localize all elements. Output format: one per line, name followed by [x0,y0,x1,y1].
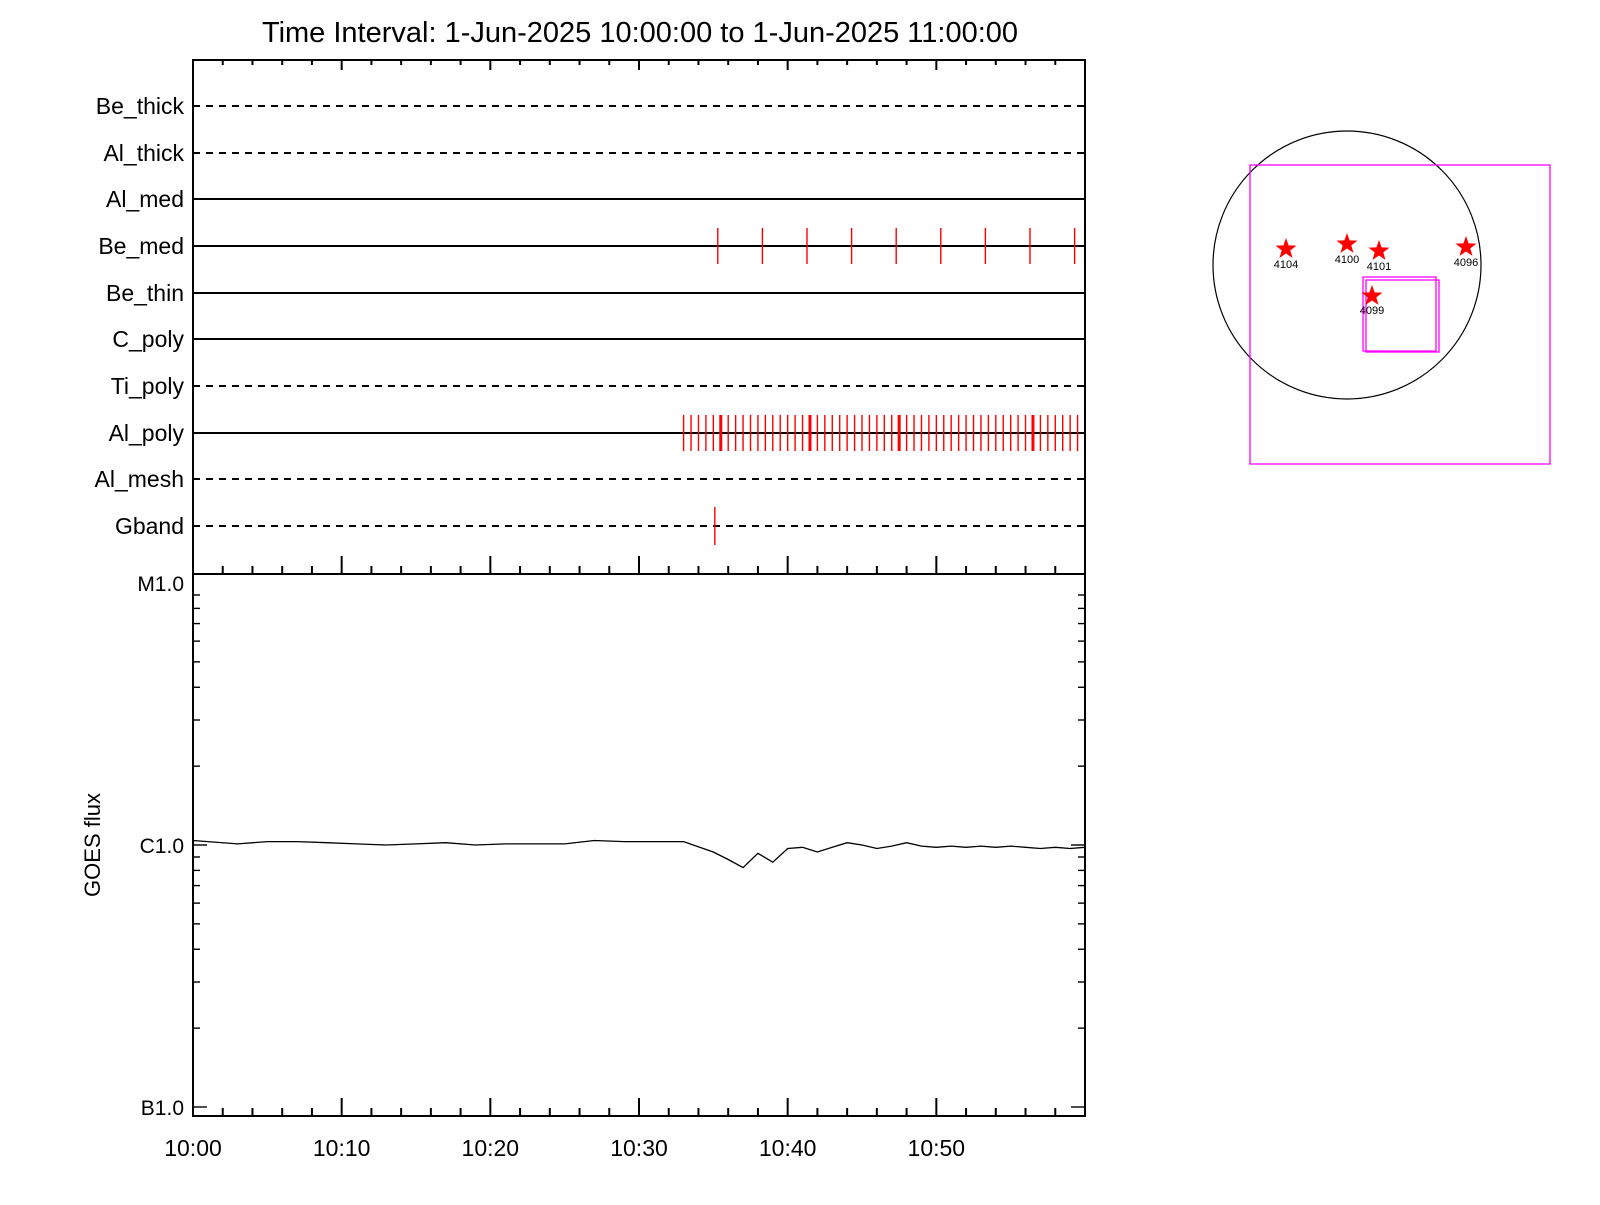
x-tick-label: 10:10 [313,1135,371,1161]
goes-flux-panel: B1.0 C1.0 M1.0 GOES flux [80,573,1086,1120]
timeline-row-al_mesh: Al_mesh [95,466,1085,492]
timeline-row-be_med: Be_med [98,228,1085,264]
region-label: 4104 [1274,259,1298,271]
x-tick-label: 10:20 [462,1135,520,1161]
active-region-4096: 4096 [1454,236,1478,269]
time-axis: 10:00 10:10 10:20 10:30 10:40 10:50 [164,556,1086,1161]
active-region-4099: 4099 [1360,285,1384,317]
y-axis-label: GOES flux [80,793,105,897]
row-label: Be_med [98,233,184,259]
chart-title: Time Interval: 1-Jun-2025 10:00:00 to 1-… [262,17,1018,49]
x-tick-label: 10:40 [759,1135,817,1161]
star-icon [1275,238,1297,258]
row-label: Al_mesh [95,466,184,492]
region-label: 4101 [1367,261,1391,273]
row-label: C_poly [112,326,184,352]
star-icon [1368,240,1390,260]
active-region-4100: 4100 [1335,233,1359,266]
goes-flux-line [192,839,1086,869]
row-label: Be_thin [106,280,184,306]
x-tick-label: 10:50 [908,1135,966,1161]
x-tick-label: 10:30 [610,1135,668,1161]
solar-disk-map: 4104 4100 4101 4096 4099 [1212,130,1551,465]
active-region-4104: 4104 [1274,238,1298,271]
row-label: Al_med [106,186,184,212]
region-label: 4099 [1360,305,1384,317]
star-icon [1455,236,1477,256]
row-label: Al_thick [103,140,184,166]
row-label: Gband [115,513,184,539]
star-icon [1336,233,1358,253]
row-label: Be_thick [96,93,185,119]
row-label: Ti_poly [111,373,185,399]
event-timeline-panel: Be_thick Al_thick Al_med Be_med Be_thin C_pol… [95,59,1086,575]
timeline-row-al_med: Al_med [106,186,1085,212]
region-label: 4096 [1454,257,1478,269]
solar-limb [1212,130,1482,400]
field-of-view-box [1249,164,1551,465]
timeline-row-c_poly: C_poly [112,326,1085,352]
timeline-row-gband: Gband [115,507,1085,545]
flux-frame [192,573,1086,1117]
timeline-row-be_thin: Be_thin [106,280,1085,306]
timeline-row-al_poly: Al_poly [109,415,1085,451]
timeline-row-be_thick: Be_thick [96,93,1085,119]
x-tick-label: 10:00 [164,1135,222,1161]
row-label: Al_poly [109,420,185,446]
region-label: 4100 [1335,254,1359,266]
timeline-frame [192,59,1086,575]
y-tick-label: B1.0 [141,1097,184,1120]
timeline-row-ti_poly: Ti_poly [111,373,1085,399]
y-tick-label: M1.0 [137,573,184,596]
y-tick-label: C1.0 [140,835,184,858]
active-region-4101: 4101 [1367,240,1391,273]
star-icon [1361,285,1383,305]
timeline-row-al_thick: Al_thick [103,140,1085,166]
inner-box [1362,276,1437,352]
inner-box [1365,279,1440,353]
